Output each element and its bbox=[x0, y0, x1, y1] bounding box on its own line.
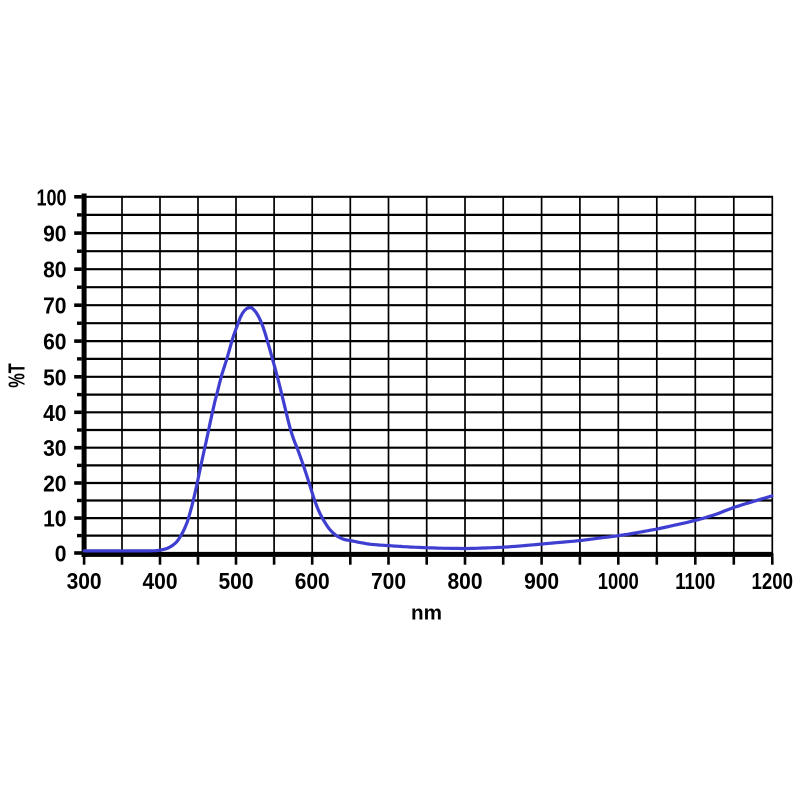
svg-text:60: 60 bbox=[43, 329, 66, 355]
svg-text:70: 70 bbox=[43, 293, 66, 319]
svg-text:800: 800 bbox=[448, 568, 483, 594]
svg-text:600: 600 bbox=[295, 568, 330, 594]
svg-text:0: 0 bbox=[55, 541, 67, 567]
svg-text:1100: 1100 bbox=[675, 568, 715, 594]
svg-text:1000: 1000 bbox=[598, 568, 639, 594]
svg-text:90: 90 bbox=[43, 221, 66, 247]
svg-text:80: 80 bbox=[43, 257, 66, 283]
svg-text:50: 50 bbox=[43, 364, 66, 390]
svg-text:900: 900 bbox=[524, 568, 559, 594]
svg-text:30: 30 bbox=[43, 435, 66, 461]
svg-text:nm: nm bbox=[411, 603, 442, 625]
svg-text:%T: %T bbox=[4, 363, 30, 388]
svg-text:20: 20 bbox=[43, 471, 66, 497]
svg-text:100: 100 bbox=[37, 184, 67, 210]
svg-text:700: 700 bbox=[371, 568, 406, 594]
svg-text:300: 300 bbox=[67, 568, 102, 594]
svg-text:1200: 1200 bbox=[752, 568, 794, 594]
svg-text:400: 400 bbox=[143, 568, 178, 594]
svg-text:500: 500 bbox=[219, 568, 254, 594]
svg-text:40: 40 bbox=[43, 400, 66, 426]
svg-text:10: 10 bbox=[43, 506, 66, 532]
